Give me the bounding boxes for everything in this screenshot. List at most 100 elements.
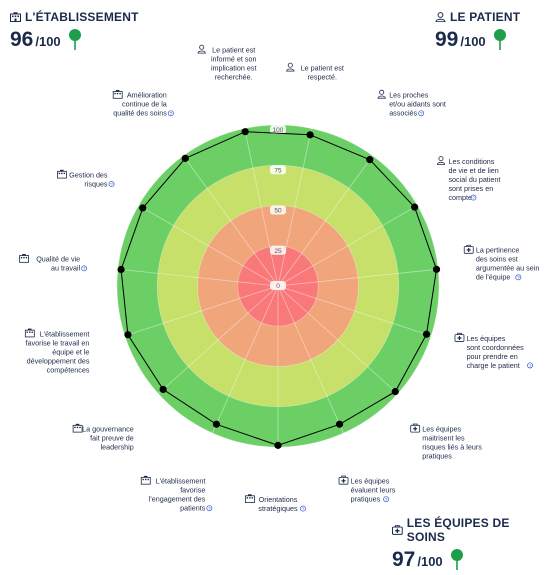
spoke-line: [138, 205, 279, 287]
score-max: /100: [35, 34, 61, 49]
icon-part: [112, 91, 123, 99]
icon-part: [463, 246, 474, 254]
status-pin-icon: [68, 29, 81, 50]
score-equipes: LES ÉQUIPES DE SOINS 97 /100: [392, 516, 548, 570]
help-icon: ?: [515, 274, 522, 281]
axis-label-line: implication est: [211, 64, 257, 73]
tick-pill: [270, 205, 286, 215]
tick-label: 100: [273, 127, 284, 134]
icon-part: [72, 424, 83, 433]
tick-pill: [270, 245, 286, 255]
icon-part: [206, 505, 213, 512]
icon-part: [466, 249, 471, 251]
icon-part: ?: [83, 266, 86, 272]
axis-label: Gestion des risques: [69, 171, 108, 189]
icon-part: [377, 95, 386, 99]
icon-part: [248, 494, 252, 496]
icon-part: [147, 478, 149, 481]
status-pin-icon: [493, 29, 506, 50]
axis-label-line: La pertinence: [476, 246, 520, 255]
axis-label-line: Qualité de vie: [36, 255, 80, 264]
axis-label-line: Les équipes: [422, 425, 461, 434]
icon-part: [454, 334, 465, 342]
icon-part: [108, 181, 115, 188]
icon-part: [142, 478, 144, 481]
axis-label-line: Les conditions: [448, 157, 494, 166]
axis-label-line: maitrisent les: [422, 434, 465, 443]
axis-label: La pertinence des soins est argumentée au …: [476, 246, 540, 282]
score-patient: LE PATIENT 99 /100: [435, 10, 520, 50]
data-point: [335, 420, 344, 428]
icon-part: [438, 156, 444, 162]
icon-part: [197, 50, 206, 54]
axis-label: Le patient est informé et son implication …: [211, 46, 257, 82]
axis-label-line: de vie et de lien: [448, 166, 498, 175]
axis-label-line: argumentée au sein: [476, 264, 540, 273]
spoke-line: [277, 285, 398, 395]
score-patient-title: LE PATIENT: [435, 10, 520, 24]
help-icon: ?: [383, 496, 390, 503]
medical-kit-icon: [338, 475, 349, 485]
axis-label-line: Les proches: [389, 91, 429, 100]
axis-label-line: et/ou aidants sont: [389, 100, 446, 109]
icon-part: [63, 172, 66, 175]
icon-part: [115, 89, 120, 92]
score-value: 97 /100: [392, 549, 548, 570]
icon-part: [470, 194, 477, 201]
person-icon: [435, 12, 446, 22]
axis-label-line: Le patient est: [301, 64, 344, 73]
help-icon: ?: [300, 505, 306, 513]
icon-part: [29, 331, 31, 333]
building-icon: [10, 12, 21, 22]
icon-part: ?: [169, 111, 172, 117]
spoke-line: [117, 268, 279, 287]
score-max: /100: [417, 554, 443, 569]
axis-label-line: pratiques: [422, 452, 452, 461]
data-point: [181, 154, 189, 162]
score-number: 97: [392, 548, 416, 571]
icon-part: [60, 169, 64, 172]
axis-label-line: Les équipes: [467, 334, 506, 343]
icon-part: [75, 423, 80, 426]
tick-label: 25: [274, 248, 282, 255]
spoke-line: [277, 285, 344, 434]
icon-part: [26, 331, 28, 333]
axis-label-line: recherchée.: [215, 73, 253, 82]
score-value: 96 /100: [10, 29, 139, 50]
score-max: /100: [460, 34, 486, 49]
icon-part: [57, 170, 67, 179]
icon-part: [114, 92, 116, 95]
score-number: 99: [435, 28, 459, 51]
help-icon: ?: [108, 181, 115, 188]
axis-label: Qualité de vie au travail: [36, 255, 80, 273]
axis-label: Les équipes sont coordonnées pour prendre …: [467, 334, 525, 370]
axis-label-line: des soins est: [476, 255, 518, 264]
icon-part: [249, 497, 251, 499]
tick-label: 75: [274, 167, 282, 174]
axis-label-line: social du patient: [448, 175, 500, 184]
score-etablissement-title: L'ÉTABLISSEMENT: [10, 10, 139, 24]
axis-label-line: favorise: [180, 486, 205, 495]
spoke-line: [277, 128, 312, 287]
icon-part: [410, 424, 421, 433]
axis-label-line: associés: [389, 109, 417, 118]
help-icon: ?: [527, 362, 534, 369]
score-title-text: L'ÉTABLISSEMENT: [25, 10, 139, 24]
icon-part: [143, 475, 148, 478]
data-point: [306, 131, 314, 139]
score-equipes-title: LES ÉQUIPES DE SOINS: [392, 516, 548, 544]
tick-pill: [270, 165, 286, 175]
icon-part: [379, 89, 385, 95]
axis-label-line: L'établissement: [156, 477, 206, 486]
axis-label-line: Le patient est: [212, 46, 255, 55]
icon-part: [167, 110, 174, 117]
icon-part: [300, 505, 306, 512]
axis-label-line: pratiques: [351, 495, 381, 504]
icon-part: [251, 497, 253, 499]
axis-label: Amélioration continue de la qualité des so…: [113, 91, 167, 118]
data-point: [212, 420, 221, 428]
score-title-text: LES ÉQUIPES DE SOINS: [406, 516, 510, 544]
help-icon: ?: [470, 194, 477, 202]
icon-part: [341, 480, 346, 482]
